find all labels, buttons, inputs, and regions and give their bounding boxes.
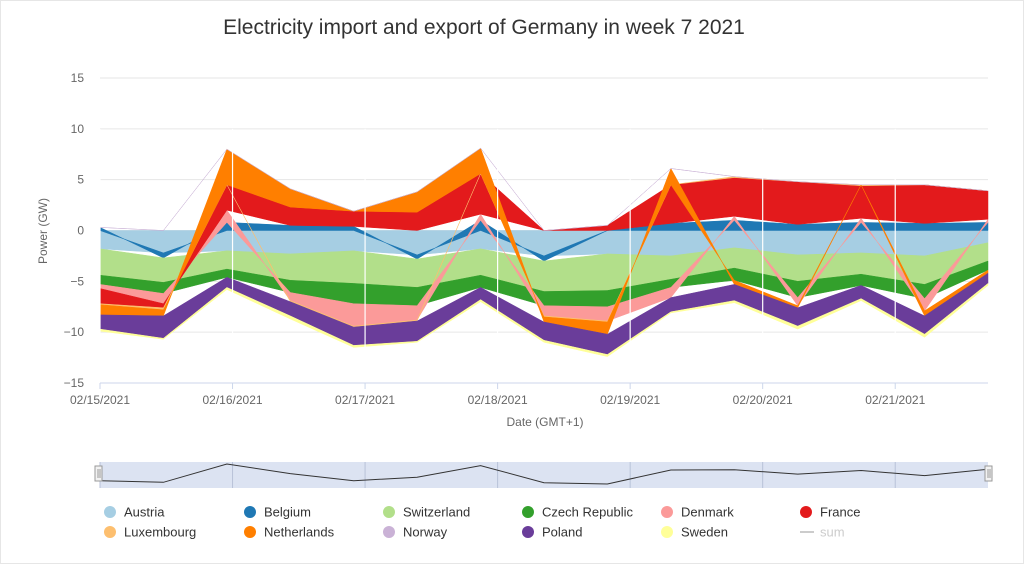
y-tick-label: −15	[64, 376, 85, 390]
legend-label: Sweden	[681, 525, 728, 540]
legend-item-norway[interactable]: Norway	[383, 525, 448, 540]
legend-item-belgium[interactable]: Belgium	[244, 505, 311, 520]
y-axis-label: Power (GW)	[36, 198, 50, 264]
y-tick-label: 10	[71, 122, 85, 136]
legend-label: France	[820, 505, 860, 520]
legend-marker	[522, 506, 534, 518]
legend-item-denmark[interactable]: Denmark	[661, 505, 734, 520]
navigator-sum-line	[99, 463, 989, 485]
legend-marker	[244, 506, 256, 518]
legend-marker	[661, 506, 673, 518]
x-tick-label: 02/20/2021	[733, 393, 793, 407]
legend-item-sum[interactable]: sum	[800, 525, 845, 540]
legend-item-sweden[interactable]: Sweden	[661, 525, 728, 540]
legend-marker	[383, 506, 395, 518]
x-tick-label: 02/18/2021	[468, 393, 528, 407]
y-tick-label: −5	[70, 274, 84, 288]
legend-label: sum	[820, 525, 845, 540]
legend-item-switzerland[interactable]: Switzerland	[383, 505, 470, 520]
legend: Austria Belgium Switzerland Czech Republic D…	[104, 505, 860, 540]
legend-label: Denmark	[681, 505, 734, 520]
legend-marker	[104, 526, 116, 538]
legend-item-netherlands[interactable]: Netherlands	[244, 525, 335, 540]
legend-label: Norway	[403, 525, 448, 540]
legend-marker	[104, 506, 116, 518]
legend-label: Luxembourg	[124, 525, 196, 540]
y-tick-label: −10	[64, 325, 85, 339]
x-tick-label: 02/19/2021	[600, 393, 660, 407]
x-tick-label: 02/15/2021	[70, 393, 130, 407]
y-tick-label: 0	[77, 224, 84, 238]
legend-label: Netherlands	[264, 525, 335, 540]
legend-label: Belgium	[264, 505, 311, 520]
x-tick-label: 02/21/2021	[865, 393, 925, 407]
legend-label: Switzerland	[403, 505, 470, 520]
x-tick-label: 02/16/2021	[203, 393, 263, 407]
legend-item-poland[interactable]: Poland	[522, 525, 582, 540]
series-layer	[99, 128, 989, 357]
navigator-handle-right[interactable]	[984, 465, 993, 482]
axis-layer: 15 10 5 0 −5 −10 −15 02/15/2021 02/16/2021 02/17/…	[64, 71, 988, 407]
area-sweden[interactable]	[99, 282, 989, 357]
legend-item-austria[interactable]: Austria	[104, 505, 165, 520]
area-norway[interactable]	[99, 147, 989, 231]
x-tick-label: 02/17/2021	[335, 393, 395, 407]
chart-title: Electricity import and export of Germany…	[223, 16, 745, 39]
y-tick-label: 15	[71, 71, 85, 85]
legend-item-luxembourg[interactable]: Luxembourg	[104, 525, 196, 540]
legend-marker	[383, 526, 395, 538]
y-tick-label: 5	[77, 173, 84, 187]
legend-item-france[interactable]: France	[800, 505, 860, 520]
legend-label: Austria	[124, 505, 165, 520]
navigator-window[interactable]	[100, 462, 988, 488]
legend-label: Czech Republic	[542, 505, 634, 520]
navigator-handle-left[interactable]	[94, 465, 103, 482]
navigator[interactable]	[94, 462, 993, 488]
legend-marker	[244, 526, 256, 538]
legend-marker	[522, 526, 534, 538]
legend-label: Poland	[542, 525, 582, 540]
legend-item-czech-republic[interactable]: Czech Republic	[522, 505, 634, 520]
legend-marker	[800, 506, 812, 518]
legend-marker	[661, 526, 673, 538]
x-axis-label: Date (GMT+1)	[506, 415, 583, 429]
